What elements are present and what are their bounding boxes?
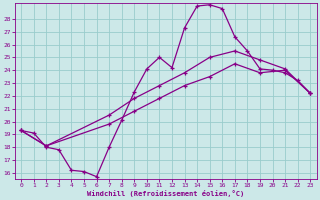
X-axis label: Windchill (Refroidissement éolien,°C): Windchill (Refroidissement éolien,°C)	[87, 190, 244, 197]
